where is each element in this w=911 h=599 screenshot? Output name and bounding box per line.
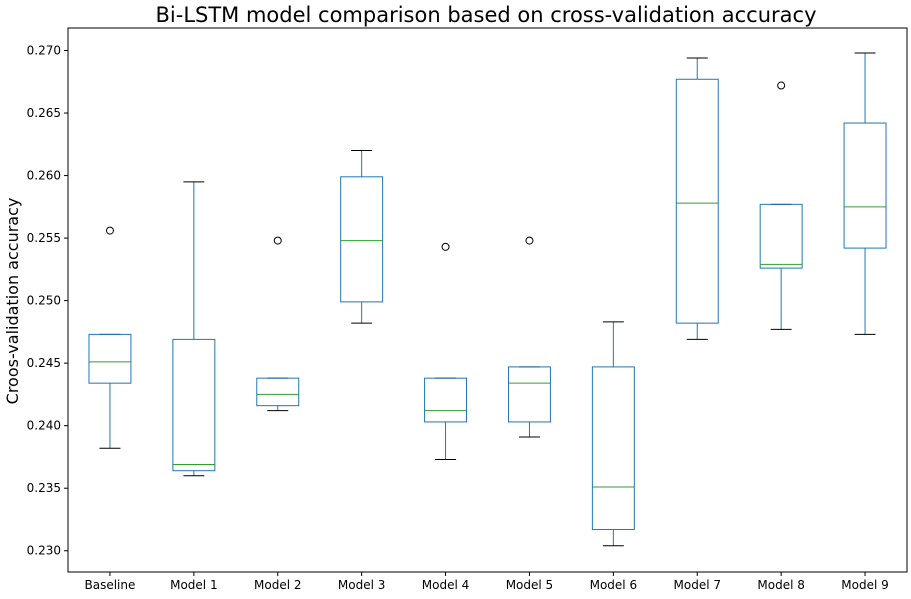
y-tick-label: 0.260 — [27, 169, 61, 183]
x-tick-label: Model 9 — [841, 578, 888, 592]
box-iqr — [759, 203, 803, 269]
y-tick-label: 0.235 — [27, 481, 61, 495]
box-iqr — [256, 377, 300, 407]
x-tick-label: Model 7 — [674, 578, 721, 592]
x-tick-label: Model 5 — [506, 578, 553, 592]
y-tick-label: 0.240 — [27, 419, 61, 433]
box-iqr — [591, 366, 635, 530]
chart-title: Bi-LSTM model comparison based on cross-… — [156, 3, 817, 27]
y-axis-label: Croos-validation accuracy — [3, 198, 22, 405]
plot-area: 0.230 0.235 0.240 0.245 0.250 0.255 0.260 0.265… — [27, 44, 889, 592]
box-iqr — [424, 377, 468, 423]
y-tick-label: 0.245 — [27, 356, 61, 370]
plot-frame — [67, 27, 908, 573]
y-tick-label: 0.265 — [27, 106, 61, 120]
x-tick-label: Model 2 — [254, 578, 301, 592]
box-iqr — [88, 333, 132, 384]
y-tick-label: 0.270 — [27, 44, 61, 58]
y-tick-label: 0.230 — [27, 544, 61, 558]
y-tick-label: 0.250 — [27, 294, 61, 308]
box-iqr — [172, 338, 216, 472]
box-iqr — [507, 366, 551, 423]
x-tick-label: Model 3 — [338, 578, 385, 592]
outlier-point — [273, 236, 282, 245]
x-tick-label: Model 8 — [757, 578, 804, 592]
x-tick-label: Model 4 — [422, 578, 469, 592]
x-tick-label: Model 6 — [590, 578, 637, 592]
box-iqr — [843, 122, 887, 249]
box-iqr — [340, 176, 384, 303]
outlier-point — [777, 81, 786, 90]
x-tick-label: Model 1 — [170, 578, 217, 592]
outlier-point — [441, 242, 450, 251]
x-tick-label: Baseline — [85, 578, 136, 592]
outlier-point — [105, 226, 114, 235]
box-iqr — [675, 78, 719, 324]
y-tick-label: 0.255 — [27, 231, 61, 245]
outlier-point — [525, 236, 534, 245]
